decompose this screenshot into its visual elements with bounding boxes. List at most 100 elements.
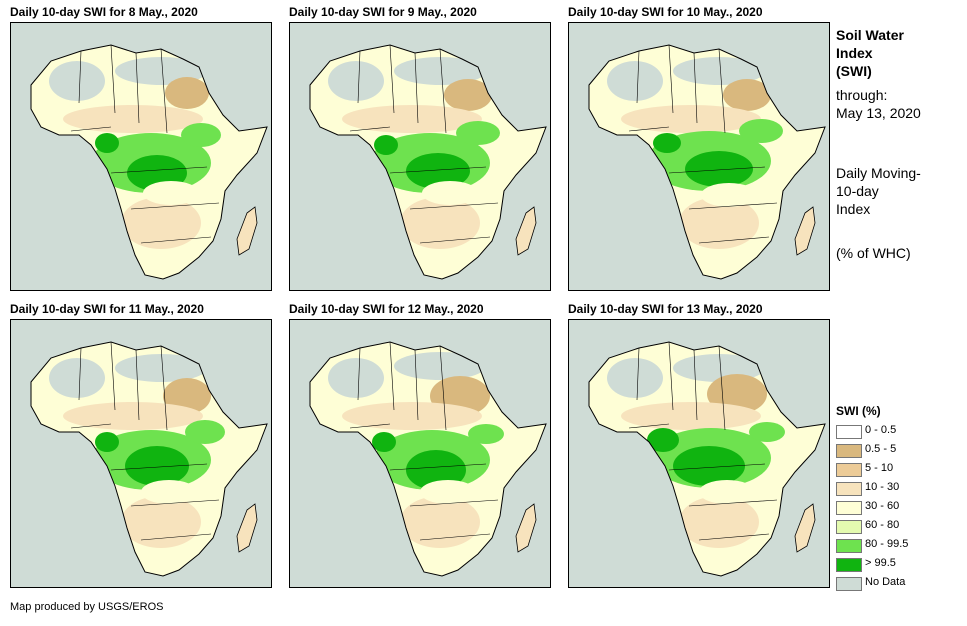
- legend-label: 10 - 30: [865, 481, 900, 493]
- swi-region: [328, 61, 384, 101]
- swi-region: [406, 153, 470, 189]
- madagascar: [794, 503, 816, 553]
- country-borders: [349, 44, 499, 244]
- africa-map: [30, 341, 268, 577]
- swi-region: [607, 358, 663, 398]
- swi-region: [406, 450, 466, 490]
- legend-label: 0 - 0.5: [865, 424, 897, 436]
- swi-region: [673, 446, 745, 486]
- swi-region: [685, 151, 753, 187]
- swi-region: [63, 105, 203, 133]
- index-title: Soil Water Index (SWI): [836, 26, 904, 80]
- legend-label: 60 - 80: [865, 519, 900, 531]
- swi-region: [63, 402, 203, 430]
- description-line2: 10-day: [836, 183, 879, 199]
- country-borders: [628, 44, 778, 244]
- swi-region: [400, 496, 480, 548]
- madagascar: [794, 206, 816, 256]
- legend-label: 30 - 60: [865, 500, 900, 512]
- coastline: [588, 341, 826, 577]
- legend-swatch: [836, 463, 862, 477]
- coastline: [30, 44, 268, 280]
- swi-region: [95, 432, 119, 452]
- africa-map: [309, 341, 547, 577]
- legend-swatch: [836, 558, 862, 572]
- swi-region: [95, 133, 119, 153]
- index-title-line1: Soil Water: [836, 27, 904, 43]
- panel-title-5: Daily 10-day SWI for 12 May., 2020: [289, 302, 484, 316]
- legend-title: SWI (%): [836, 404, 881, 418]
- coastline: [30, 341, 268, 577]
- swi-region: [125, 446, 189, 486]
- swi-region: [456, 121, 500, 145]
- through-label: through:: [836, 87, 888, 103]
- index-title-line2: Index: [836, 45, 873, 61]
- swi-region: [653, 133, 681, 153]
- panel-title-2: Daily 10-day SWI for 9 May., 2020: [289, 5, 477, 19]
- legend-label: 5 - 10: [865, 462, 894, 474]
- map-panel-1: [10, 22, 272, 291]
- swi-region: [673, 57, 765, 85]
- map-panel-6: [568, 319, 830, 588]
- country-borders: [628, 341, 778, 541]
- swi-region: [468, 424, 504, 444]
- swi-region: [621, 105, 761, 133]
- swi-region: [400, 197, 480, 249]
- swi-region: [374, 135, 398, 155]
- credit: Map produced by USGS/EROS: [10, 601, 164, 613]
- legend-label: 0.5 - 5: [865, 443, 897, 455]
- legend-swatch: [836, 501, 862, 515]
- through-block: through: May 13, 2020: [836, 86, 921, 122]
- panel-title-3: Daily 10-day SWI for 10 May., 2020: [568, 5, 763, 19]
- panel-title-4: Daily 10-day SWI for 11 May., 2020: [10, 302, 204, 316]
- units-label: (% of WHC): [836, 245, 911, 261]
- swi-region: [394, 57, 486, 85]
- legend-label: > 99.5: [865, 557, 896, 569]
- map-panel-4: [10, 319, 272, 588]
- country-borders: [70, 44, 220, 244]
- swi-region: [115, 354, 207, 382]
- legend-label: No Data: [865, 576, 906, 588]
- description-block: Daily Moving- 10-day Index: [836, 164, 921, 218]
- swi-region: [185, 420, 225, 444]
- swi-region: [621, 402, 761, 430]
- swi-region: [372, 432, 396, 452]
- description-line1: Daily Moving-: [836, 165, 921, 181]
- legend-swatch: [836, 482, 862, 496]
- legend-label: 80 - 99.5: [865, 538, 909, 550]
- map-panel-2: [289, 22, 551, 291]
- description-line3: Index: [836, 201, 871, 217]
- legend-swatch: [836, 520, 862, 534]
- legend-swatch: [836, 444, 862, 458]
- swi-region: [121, 496, 201, 548]
- swi-region: [420, 480, 476, 504]
- map-panel-3: [568, 22, 830, 291]
- coastline: [309, 44, 547, 280]
- africa-map: [309, 44, 547, 280]
- swi-region: [444, 79, 492, 111]
- legend-swatch: [836, 577, 862, 591]
- swi-region: [679, 496, 759, 548]
- map-panel-5: [289, 319, 551, 588]
- country-borders: [349, 341, 499, 541]
- swi-region: [607, 61, 663, 101]
- madagascar: [236, 503, 258, 553]
- swi-region: [679, 197, 759, 249]
- swi-region: [342, 105, 482, 133]
- swi-region: [121, 197, 201, 249]
- coastline: [588, 44, 826, 280]
- madagascar: [515, 503, 537, 553]
- index-title-line3: (SWI): [836, 63, 872, 79]
- swi-region: [699, 480, 755, 504]
- panel-title-6: Daily 10-day SWI for 13 May., 2020: [568, 302, 763, 316]
- swi-region: [49, 61, 105, 101]
- panel-title-1: Daily 10-day SWI for 8 May., 2020: [10, 5, 198, 19]
- legend-swatch: [836, 539, 862, 553]
- swi-region: [342, 402, 482, 430]
- legend-swatch: [836, 425, 862, 439]
- swi-region: [141, 480, 197, 504]
- swi-region: [701, 183, 757, 207]
- africa-map: [588, 341, 826, 577]
- swi-region: [49, 358, 105, 398]
- africa-map: [30, 44, 268, 280]
